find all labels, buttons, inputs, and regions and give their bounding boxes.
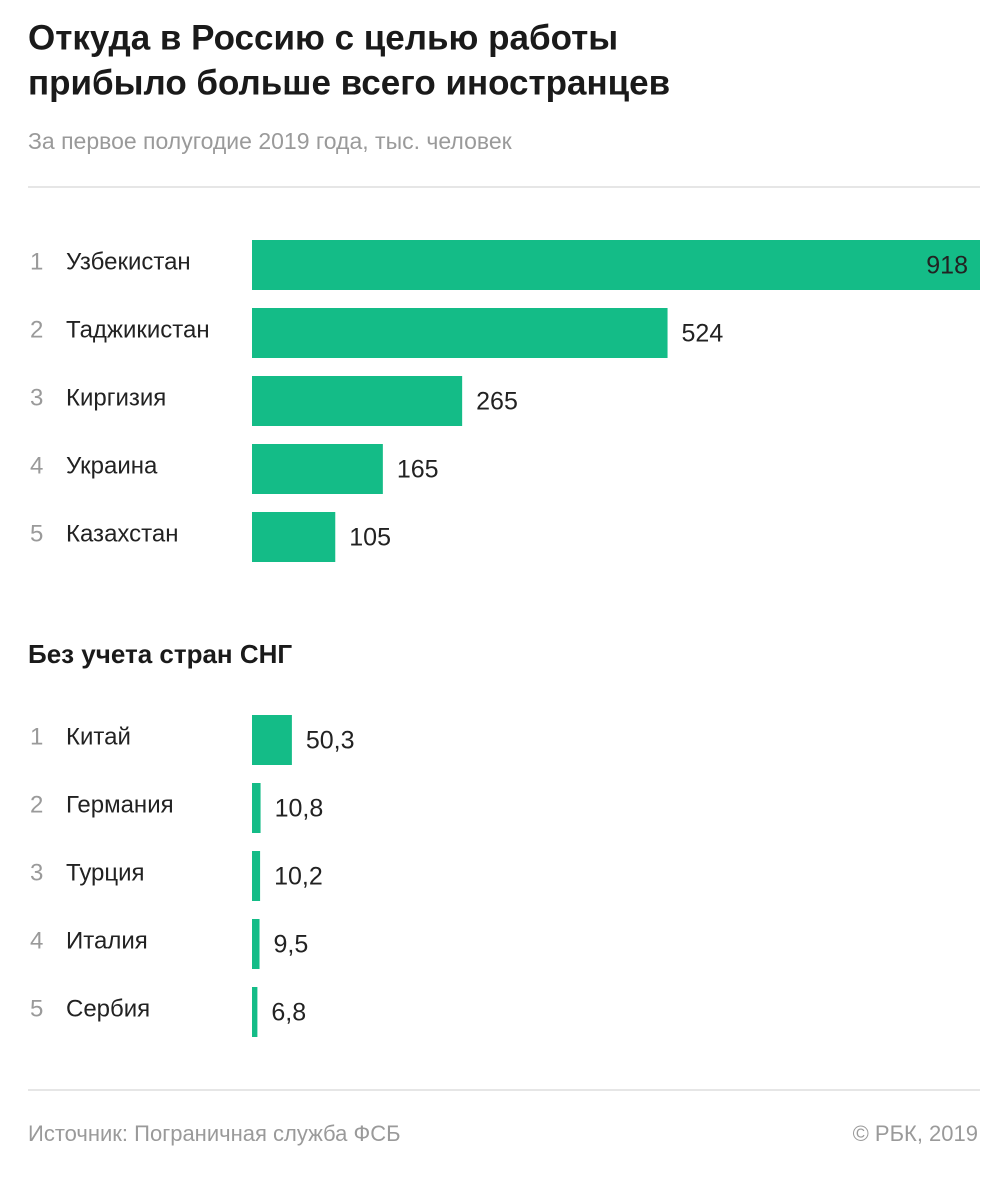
value-label: 105 bbox=[349, 524, 391, 552]
rank: 3 bbox=[30, 384, 43, 411]
subtitle: За первое полугодие 2019 года, тыс. чело… bbox=[28, 128, 513, 154]
category-label: Киргизия bbox=[66, 384, 166, 411]
category-label: Таджикистан bbox=[66, 316, 210, 343]
bar bbox=[252, 376, 463, 426]
category-label: Сербия bbox=[66, 995, 150, 1022]
category-label: Казахстан bbox=[66, 520, 178, 547]
category-label: Германия bbox=[66, 791, 174, 818]
category-label: Узбекистан bbox=[66, 248, 191, 275]
rank: 1 bbox=[30, 248, 43, 275]
category-label: Украина bbox=[66, 452, 158, 479]
rank: 2 bbox=[30, 791, 43, 818]
bar bbox=[252, 308, 668, 358]
section-title: Без учета стран СНГ bbox=[28, 639, 292, 669]
value-label: 50,3 bbox=[306, 727, 355, 755]
bar bbox=[252, 919, 260, 969]
rank: 1 bbox=[30, 723, 43, 750]
copyright: © РБК, 2019 bbox=[853, 1121, 978, 1146]
source: Источник: Пограничная служба ФСБ bbox=[28, 1121, 401, 1146]
value-label: 265 bbox=[476, 388, 518, 416]
value-label: 6,8 bbox=[271, 999, 306, 1027]
value-label: 524 bbox=[682, 320, 724, 348]
value-label: 10,8 bbox=[275, 795, 324, 823]
bar bbox=[252, 512, 336, 562]
bar bbox=[252, 444, 383, 494]
value-label: 10,2 bbox=[274, 863, 323, 891]
bar bbox=[252, 851, 261, 901]
rank: 3 bbox=[30, 859, 43, 886]
category-label: Турция bbox=[66, 859, 145, 886]
category-label: Китай bbox=[66, 723, 131, 750]
value-label: 165 bbox=[397, 456, 439, 484]
value-label: 9,5 bbox=[274, 931, 309, 959]
bar bbox=[252, 715, 292, 765]
bar bbox=[252, 987, 258, 1037]
rank: 2 bbox=[30, 316, 43, 343]
title-line-2: прибыло больше всего иностранцев bbox=[28, 63, 670, 102]
bar bbox=[252, 240, 980, 290]
title-line-1: Откуда в Россию с целью работы bbox=[28, 18, 618, 57]
bar bbox=[252, 783, 261, 833]
rank: 5 bbox=[30, 995, 43, 1022]
rank: 4 bbox=[30, 927, 43, 954]
rank: 4 bbox=[30, 452, 43, 479]
value-label: 918 bbox=[926, 252, 968, 280]
rank: 5 bbox=[30, 520, 43, 547]
category-label: Италия bbox=[66, 927, 148, 954]
